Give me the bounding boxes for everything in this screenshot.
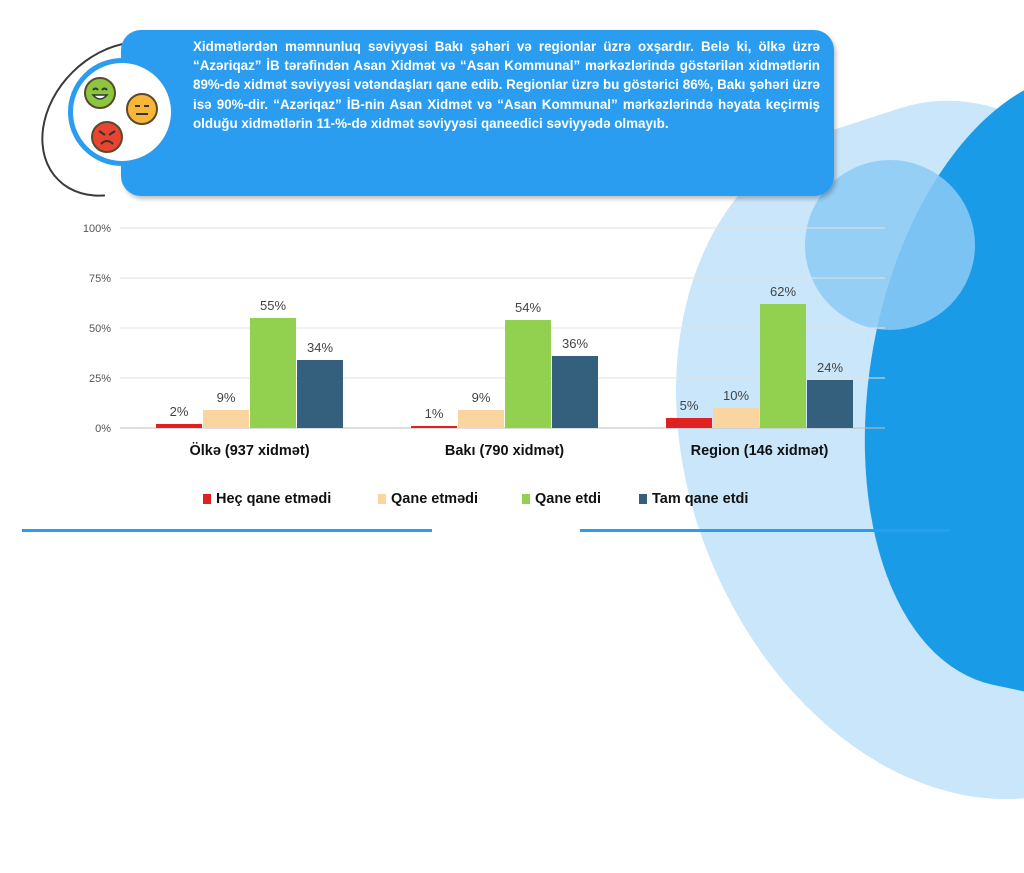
y-tick-label: 75%	[89, 273, 111, 285]
bar	[807, 380, 853, 428]
data-label: 9%	[472, 390, 491, 405]
bar	[505, 320, 551, 428]
y-tick-label: 50%	[89, 323, 111, 335]
legend-item-tam-qane-etdi: Tam qane etdi	[639, 491, 748, 507]
bar	[760, 304, 806, 428]
legend-item-qane-etdi: Qane etdi	[522, 491, 601, 507]
data-label: 24%	[817, 360, 843, 375]
background-circle	[805, 160, 975, 330]
legend-label: Heç qane etmədi	[216, 491, 332, 507]
bar	[411, 426, 457, 428]
angry-face-icon	[91, 121, 123, 153]
category-label: Ölkə (937 xidmət)	[189, 442, 309, 459]
bar	[458, 410, 504, 428]
bar	[297, 360, 343, 428]
legend-label: Tam qane etdi	[652, 491, 749, 507]
y-tick-label: 0%	[95, 423, 111, 435]
legend-item-qane-etmedi: Qane etmədi	[378, 491, 478, 507]
data-label: 34%	[307, 340, 333, 355]
bar	[203, 410, 249, 428]
satisfaction-bar-chart: 0% 25% 50% 75% 100% 2% 9% 55% 34% Ölkə (937 xidmə…	[83, 223, 885, 459]
summary-text: Xidmətlərdən məmnunluq səviyyəsi Bakı şə…	[193, 39, 820, 131]
legend-swatch	[203, 494, 211, 504]
data-label: 55%	[260, 298, 286, 313]
data-label: 5%	[680, 398, 699, 413]
bar	[156, 424, 202, 428]
footer-rule-left	[22, 529, 432, 532]
legend-item-hec-qane-etmedi: Heç qane etmədi	[203, 491, 331, 507]
chart-legend: Heç qane etmədi Qane etmədi Qane etdi Ta…	[200, 491, 800, 513]
bar	[713, 408, 759, 428]
legend-label: Qane etdi	[535, 491, 602, 507]
legend-swatch	[378, 494, 386, 504]
data-label: 2%	[170, 404, 189, 419]
data-label: 54%	[515, 300, 541, 315]
legend-swatch	[522, 494, 530, 504]
data-label: 1%	[425, 406, 444, 421]
happy-face-icon	[84, 77, 116, 109]
legend-swatch	[639, 494, 647, 504]
summary-callout: Xidmətlərdən məmnunluq səviyyəsi Bakı şə…	[121, 30, 834, 196]
y-tick-label: 100%	[83, 223, 111, 235]
bar	[250, 318, 296, 428]
legend-label: Qane etmədi	[391, 491, 479, 507]
footer-rule-right	[580, 529, 950, 532]
bar	[552, 356, 598, 428]
satisfaction-icons	[68, 58, 176, 166]
category-label: Region (146 xidmət)	[691, 443, 829, 459]
data-label: 10%	[723, 388, 749, 403]
y-tick-label: 25%	[89, 373, 111, 385]
bar	[666, 418, 712, 428]
category-label: Bakı (790 xidmət)	[445, 443, 564, 459]
neutral-face-icon	[126, 93, 158, 125]
data-label: 36%	[562, 336, 588, 351]
data-label: 62%	[770, 284, 796, 299]
data-label: 9%	[217, 390, 236, 405]
